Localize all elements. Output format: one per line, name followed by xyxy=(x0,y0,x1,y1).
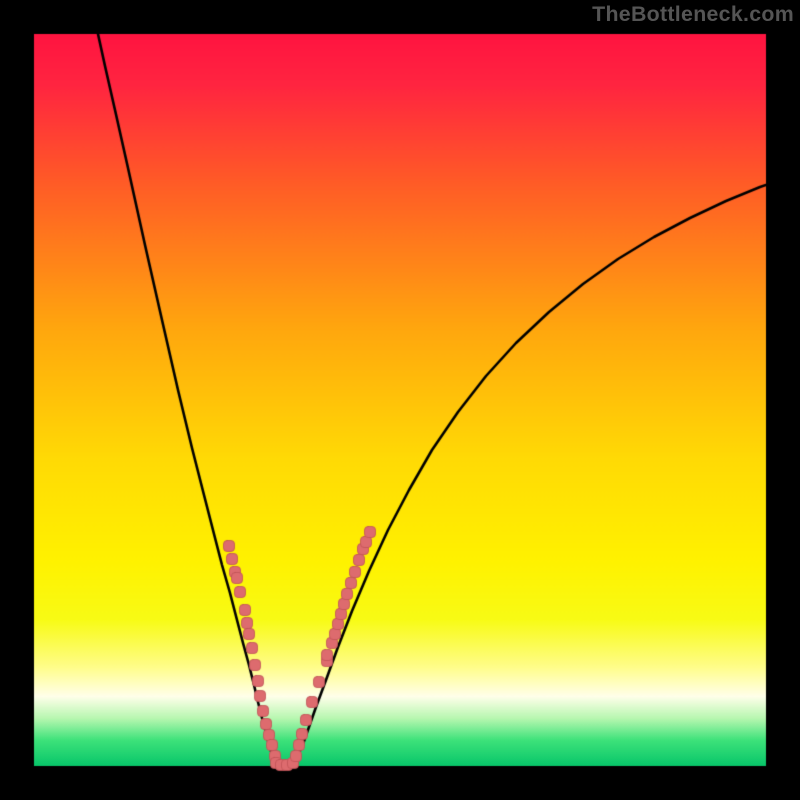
chart-canvas xyxy=(0,0,800,800)
chart-stage: TheBottleneck.com xyxy=(0,0,800,800)
watermark-label: TheBottleneck.com xyxy=(592,2,794,27)
